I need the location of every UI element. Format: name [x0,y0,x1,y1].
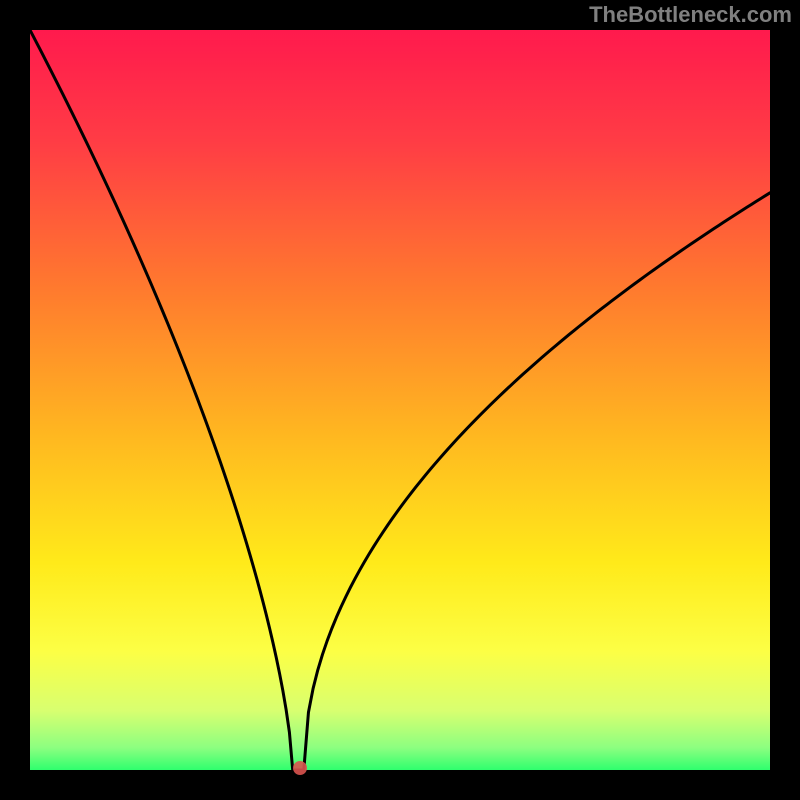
plot-area [30,30,770,770]
curve-layer [30,30,770,770]
chart-container: TheBottleneck.com [0,0,800,800]
watermark-text: TheBottleneck.com [589,2,792,28]
optimal-point-marker [293,761,307,775]
bottleneck-curve [30,30,770,770]
